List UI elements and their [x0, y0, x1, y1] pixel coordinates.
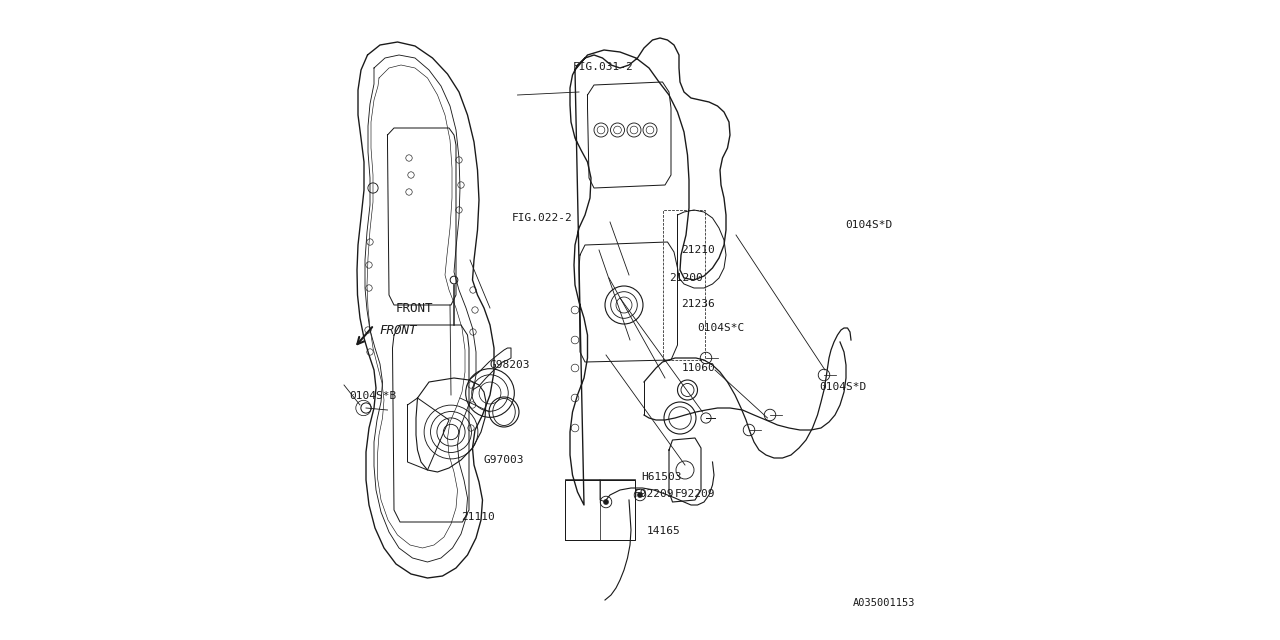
Text: FIG.022-2: FIG.022-2 — [512, 212, 572, 223]
Text: G98203: G98203 — [490, 360, 530, 370]
Text: G97003: G97003 — [484, 454, 524, 465]
Bar — [663, 210, 705, 360]
Text: FIG.031-2: FIG.031-2 — [573, 62, 634, 72]
Text: 21200: 21200 — [668, 273, 703, 284]
Text: 21210: 21210 — [681, 244, 716, 255]
Text: 0104S*B: 0104S*B — [348, 390, 396, 401]
Text: 0104S*D: 0104S*D — [845, 220, 892, 230]
Text: A035001153: A035001153 — [852, 598, 915, 608]
Text: F92209: F92209 — [634, 489, 675, 499]
Text: FRONT: FRONT — [379, 323, 416, 337]
Circle shape — [637, 492, 643, 497]
Text: H61503: H61503 — [641, 472, 682, 482]
Text: 21110: 21110 — [461, 512, 494, 522]
Text: FRONT: FRONT — [396, 302, 433, 315]
Circle shape — [603, 499, 608, 504]
Text: 21236: 21236 — [681, 299, 716, 309]
Text: 11060: 11060 — [681, 363, 716, 373]
Text: 0104S*D: 0104S*D — [819, 382, 867, 392]
Text: F92209: F92209 — [676, 489, 716, 499]
Text: 0104S*C: 0104S*C — [698, 323, 745, 333]
Text: 14165: 14165 — [646, 526, 680, 536]
